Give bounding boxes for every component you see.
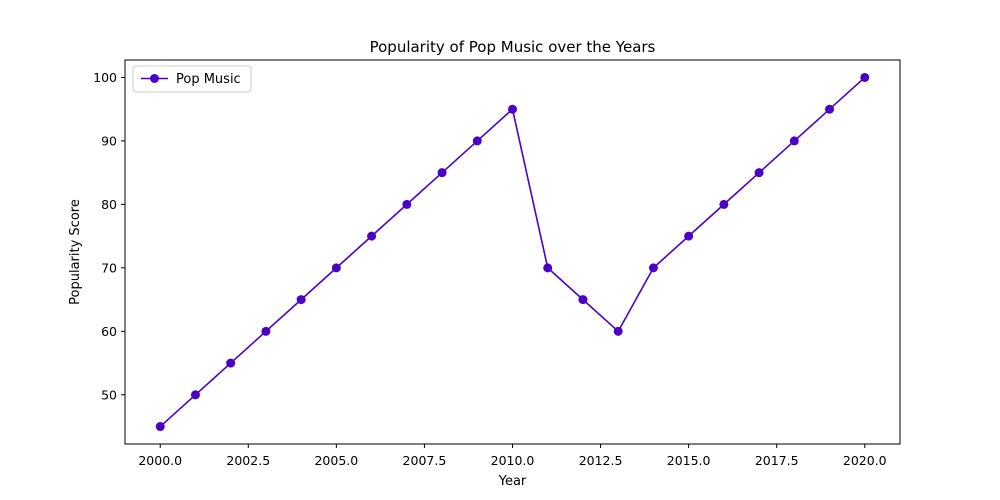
y-tick-label: 50 [101,387,117,402]
chart-title: Popularity of Pop Music over the Years [370,38,656,56]
data-point [296,295,306,305]
data-point [190,390,200,400]
x-tick-label: 2002.5 [226,453,270,468]
legend-marker-swatch [150,74,159,83]
data-point [543,263,553,273]
y-tick-label: 100 [93,70,117,85]
data-point [860,72,870,82]
data-point [402,199,412,209]
x-tick-label: 2012.5 [579,453,623,468]
legend-frame [132,65,252,93]
data-point [226,358,236,368]
data-point [331,263,341,273]
x-tick-label: 2005.0 [314,453,358,468]
data-point [613,326,623,336]
legend: Pop Music [132,65,252,93]
data-point [789,136,799,146]
plot-area: 2000.0 2002.5 2005.0 2007.5 2010.0 2012.5 2015… [93,59,901,468]
data-point [719,199,729,209]
x-tick-label: 2000.0 [138,453,182,468]
data-point [648,263,658,273]
x-tick-label: 2015.0 [667,453,711,468]
data-point [684,231,694,241]
data-point [754,168,764,178]
data-point [578,295,588,305]
y-tick-label: 70 [101,260,117,275]
y-tick-label: 80 [101,197,117,212]
data-point [261,326,271,336]
x-tick-label: 2007.5 [403,453,447,468]
x-tick-label: 2017.5 [755,453,799,468]
data-point [367,231,377,241]
y-axis-title: Popularity Score [68,199,83,305]
data-point [472,136,482,146]
x-axis-title: Year [498,474,527,489]
data-point [825,104,835,114]
x-tick-label: 2010.0 [491,453,535,468]
data-point [155,422,165,432]
y-tick-label: 60 [101,324,117,339]
data-point [437,168,447,178]
data-point [508,104,517,114]
x-tick-label: 2020.0 [843,453,887,468]
legend-label-pop-music: Pop Music [176,72,241,87]
y-tick-label: 90 [101,133,117,148]
